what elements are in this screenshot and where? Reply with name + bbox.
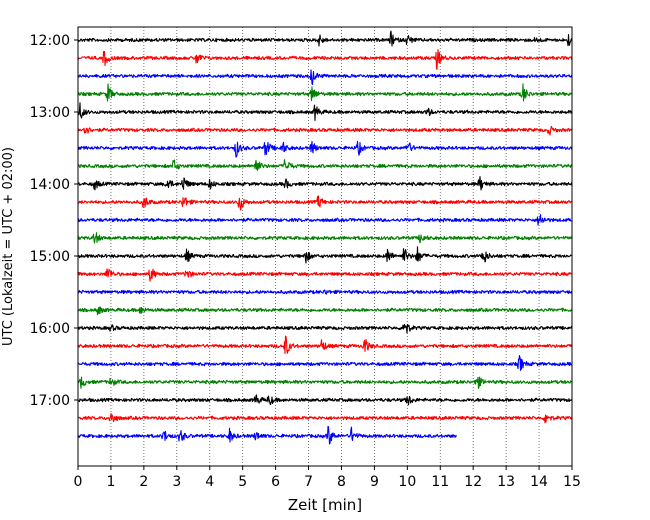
trace-row-11 bbox=[77, 232, 573, 244]
trace-row-4 bbox=[77, 102, 573, 122]
trace-row-5 bbox=[77, 125, 573, 136]
trace-row-21 bbox=[77, 412, 573, 424]
x-tick-label: 4 bbox=[205, 474, 214, 490]
x-tick-label: 5 bbox=[238, 474, 247, 490]
trace-row-0 bbox=[77, 30, 573, 47]
trace-row-7 bbox=[77, 159, 573, 171]
trace-row-13 bbox=[77, 268, 573, 282]
y-tick-label: 16:00 bbox=[30, 321, 70, 337]
trace-row-20 bbox=[77, 394, 573, 406]
x-tick-label: 9 bbox=[370, 474, 379, 490]
x-tick-label: 3 bbox=[172, 474, 181, 490]
y-tick-label: 12:00 bbox=[30, 33, 70, 49]
plot-frame bbox=[77, 26, 573, 467]
trace-row-18 bbox=[77, 354, 573, 371]
x-tick-label: 12 bbox=[464, 474, 482, 490]
trace-row-2 bbox=[77, 69, 573, 85]
x-tick-label: 11 bbox=[431, 474, 449, 490]
x-tick-label: 7 bbox=[304, 474, 313, 490]
x-tick-label: 0 bbox=[74, 474, 83, 490]
trace-row-3 bbox=[77, 83, 573, 102]
x-tick-label: 8 bbox=[337, 474, 346, 490]
trace-row-9 bbox=[77, 195, 573, 211]
x-tick-label: 1 bbox=[106, 474, 115, 490]
trace-row-12 bbox=[77, 246, 573, 264]
trace-row-1 bbox=[77, 49, 573, 71]
y-tick-label: 13:00 bbox=[30, 105, 70, 121]
x-tick-label: 15 bbox=[563, 474, 581, 490]
y-tick-label: 15:00 bbox=[30, 249, 70, 265]
trace-row-15 bbox=[77, 306, 573, 316]
y-tick-label: 14:00 bbox=[30, 177, 70, 193]
y-axis: 12:00 13:00 14:00 15:00 16:00 17:00 bbox=[30, 33, 78, 409]
trace-row-17 bbox=[77, 335, 573, 355]
trace-row-22 bbox=[77, 425, 458, 445]
y-axis-title: UTC (Lokalzeit = UTC + 02:00) bbox=[1, 147, 16, 346]
grid-layer bbox=[110, 27, 540, 466]
trace-row-10 bbox=[77, 214, 573, 226]
x-tick-label: 14 bbox=[530, 474, 548, 490]
y-tick-label: 17:00 bbox=[30, 393, 70, 409]
x-tick-label: 2 bbox=[139, 474, 148, 490]
trace-row-8 bbox=[77, 175, 573, 191]
x-tick-label: 6 bbox=[271, 474, 280, 490]
x-axis-title: Zeit [min] bbox=[288, 496, 362, 514]
x-tick-label: 10 bbox=[398, 474, 416, 490]
trace-row-16 bbox=[77, 323, 573, 334]
trace-row-14 bbox=[77, 289, 573, 295]
x-axis: 0 1 2 3 4 5 6 7 8 9 10 11 12 13 14 15 bbox=[74, 466, 581, 490]
trace-row-6 bbox=[77, 140, 573, 158]
trace-layer bbox=[77, 30, 573, 445]
trace-row-19 bbox=[77, 376, 573, 389]
x-tick-label: 13 bbox=[497, 474, 515, 490]
